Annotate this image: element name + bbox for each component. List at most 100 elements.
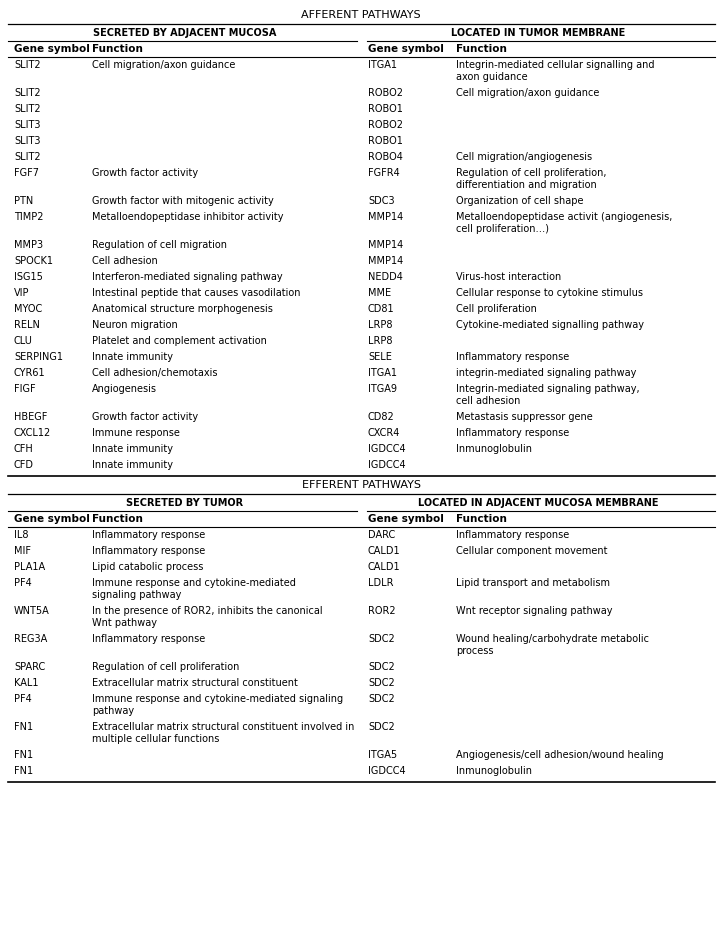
Text: ROBO1: ROBO1	[368, 104, 403, 114]
Text: Extracellular matrix structural constituent: Extracellular matrix structural constitu…	[92, 678, 298, 688]
Text: LOCATED IN TUMOR MEMBRANE: LOCATED IN TUMOR MEMBRANE	[451, 28, 625, 38]
Text: Lipid catabolic process: Lipid catabolic process	[92, 562, 203, 572]
Text: DARC: DARC	[368, 530, 395, 540]
Text: Immune response and cytokine-mediated
signaling pathway: Immune response and cytokine-mediated si…	[92, 578, 296, 599]
Text: SDC3: SDC3	[368, 196, 395, 206]
Text: ROBO2: ROBO2	[368, 88, 403, 98]
Text: Cell migration/angiogenesis: Cell migration/angiogenesis	[456, 152, 592, 162]
Text: IL8: IL8	[14, 530, 28, 540]
Text: RELN: RELN	[14, 320, 40, 330]
Text: LRP8: LRP8	[368, 336, 393, 346]
Text: SDC2: SDC2	[368, 662, 395, 672]
Text: ROBO4: ROBO4	[368, 152, 403, 162]
Text: Angiogenesis: Angiogenesis	[92, 384, 157, 394]
Text: SDC2: SDC2	[368, 678, 395, 688]
Text: Integrin-mediated cellular signalling and
axon guidance: Integrin-mediated cellular signalling an…	[456, 60, 654, 81]
Text: Platelet and complement activation: Platelet and complement activation	[92, 336, 267, 346]
Text: KAL1: KAL1	[14, 678, 38, 688]
Text: ISG15: ISG15	[14, 272, 43, 282]
Text: Cell proliferation: Cell proliferation	[456, 304, 537, 314]
Text: HBEGF: HBEGF	[14, 412, 48, 422]
Text: ITGA9: ITGA9	[368, 384, 397, 394]
Text: SLIT2: SLIT2	[14, 88, 40, 98]
Text: Lipid transport and metabolism: Lipid transport and metabolism	[456, 578, 610, 588]
Text: MYOC: MYOC	[14, 304, 42, 314]
Text: Neuron migration: Neuron migration	[92, 320, 178, 330]
Text: PTN: PTN	[14, 196, 33, 206]
Text: Cell migration/axon guidance: Cell migration/axon guidance	[92, 60, 236, 70]
Text: Wnt receptor signaling pathway: Wnt receptor signaling pathway	[456, 606, 612, 616]
Text: PLA1A: PLA1A	[14, 562, 45, 572]
Text: Extracellular matrix structural constituent involved in
multiple cellular functi: Extracellular matrix structural constitu…	[92, 722, 354, 743]
Text: Gene symbol: Gene symbol	[14, 44, 90, 54]
Text: Intestinal peptide that causes vasodilation: Intestinal peptide that causes vasodilat…	[92, 288, 301, 298]
Text: Cytokine-mediated signalling pathway: Cytokine-mediated signalling pathway	[456, 320, 644, 330]
Text: EFFERENT PATHWAYS: EFFERENT PATHWAYS	[301, 480, 421, 490]
Text: MIF: MIF	[14, 546, 31, 556]
Text: CD81: CD81	[368, 304, 395, 314]
Text: CFH: CFH	[14, 444, 34, 454]
Text: Gene symbol: Gene symbol	[14, 514, 90, 524]
Text: Growth factor activity: Growth factor activity	[92, 168, 198, 178]
Text: VIP: VIP	[14, 288, 30, 298]
Text: IGDCC4: IGDCC4	[368, 460, 406, 470]
Text: In the presence of ROR2, inhibits the canonical
Wnt pathway: In the presence of ROR2, inhibits the ca…	[92, 606, 322, 627]
Text: SDC2: SDC2	[368, 722, 395, 732]
Text: SPOCK1: SPOCK1	[14, 256, 53, 266]
Text: MME: MME	[368, 288, 391, 298]
Text: PF4: PF4	[14, 578, 32, 588]
Text: Innate immunity: Innate immunity	[92, 444, 173, 454]
Text: SPARC: SPARC	[14, 662, 46, 672]
Text: MMP14: MMP14	[368, 256, 403, 266]
Text: CFD: CFD	[14, 460, 34, 470]
Text: Inflammatory response: Inflammatory response	[456, 428, 569, 438]
Text: ITGA1: ITGA1	[368, 60, 397, 70]
Text: Wound healing/carbohydrate metabolic
process: Wound healing/carbohydrate metabolic pro…	[456, 634, 649, 655]
Text: FN1: FN1	[14, 750, 33, 760]
Text: SELE: SELE	[368, 352, 392, 362]
Text: CALD1: CALD1	[368, 546, 401, 556]
Text: FIGF: FIGF	[14, 384, 35, 394]
Text: FGFR4: FGFR4	[368, 168, 400, 178]
Text: Organization of cell shape: Organization of cell shape	[456, 196, 583, 206]
Text: SLIT3: SLIT3	[14, 136, 40, 146]
Text: ITGA1: ITGA1	[368, 368, 397, 378]
Text: ROBO2: ROBO2	[368, 120, 403, 130]
Text: AFFERENT PATHWAYS: AFFERENT PATHWAYS	[301, 10, 421, 20]
Text: SLIT2: SLIT2	[14, 60, 40, 70]
Text: Function: Function	[92, 514, 143, 524]
Text: Growth factor activity: Growth factor activity	[92, 412, 198, 422]
Text: ROR2: ROR2	[368, 606, 395, 616]
Text: Regulation of cell proliferation: Regulation of cell proliferation	[92, 662, 239, 672]
Text: LDLR: LDLR	[368, 578, 393, 588]
Text: FGF7: FGF7	[14, 168, 39, 178]
Text: REG3A: REG3A	[14, 634, 47, 644]
Text: Metalloendopeptidase activit (angiogenesis,
cell proliferation…): Metalloendopeptidase activit (angiogenes…	[456, 212, 672, 234]
Text: Innate immunity: Innate immunity	[92, 352, 173, 362]
Text: Cell migration/axon guidance: Cell migration/axon guidance	[456, 88, 599, 98]
Text: Cell adhesion/chemotaxis: Cell adhesion/chemotaxis	[92, 368, 218, 378]
Text: CYR61: CYR61	[14, 368, 46, 378]
Text: TIMP2: TIMP2	[14, 212, 43, 222]
Text: MMP14: MMP14	[368, 212, 403, 222]
Text: Regulation of cell proliferation,
differentiation and migration: Regulation of cell proliferation, differ…	[456, 168, 607, 190]
Text: LRP8: LRP8	[368, 320, 393, 330]
Text: Gene symbol: Gene symbol	[368, 514, 444, 524]
Text: Anatomical structure morphogenesis: Anatomical structure morphogenesis	[92, 304, 273, 314]
Text: Inflammatory response: Inflammatory response	[92, 634, 205, 644]
Text: SDC2: SDC2	[368, 634, 395, 644]
Text: SERPING1: SERPING1	[14, 352, 63, 362]
Text: Immune response: Immune response	[92, 428, 180, 438]
Text: ROBO1: ROBO1	[368, 136, 403, 146]
Text: Gene symbol: Gene symbol	[368, 44, 444, 54]
Text: Function: Function	[456, 44, 507, 54]
Text: FN1: FN1	[14, 722, 33, 732]
Text: SLIT2: SLIT2	[14, 104, 40, 114]
Text: Function: Function	[456, 514, 507, 524]
Text: CXCL12: CXCL12	[14, 428, 51, 438]
Text: SDC2: SDC2	[368, 694, 395, 704]
Text: IGDCC4: IGDCC4	[368, 444, 406, 454]
Text: LOCATED IN ADJACENT MUCOSA MEMBRANE: LOCATED IN ADJACENT MUCOSA MEMBRANE	[418, 498, 658, 508]
Text: Interferon-mediated signaling pathway: Interferon-mediated signaling pathway	[92, 272, 283, 282]
Text: Cellular component movement: Cellular component movement	[456, 546, 607, 556]
